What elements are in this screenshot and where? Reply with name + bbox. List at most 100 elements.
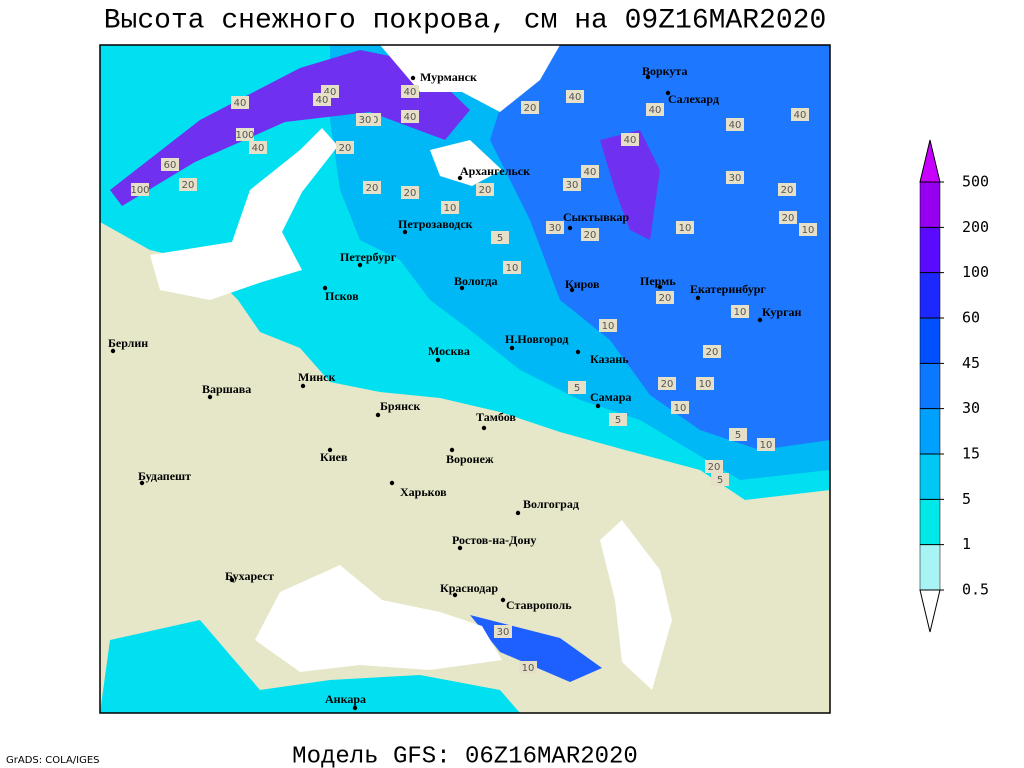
city-dot xyxy=(207,394,213,400)
contour-label: 10 xyxy=(679,223,692,234)
city-dot xyxy=(300,383,306,389)
contour-label-box xyxy=(401,85,419,98)
city-label: Будапешт xyxy=(138,469,191,483)
colorbar-label: 60 xyxy=(962,309,980,327)
contour-label: 40 xyxy=(252,143,265,154)
contour-label: 30 xyxy=(566,180,579,191)
colorbar-band xyxy=(919,363,941,409)
sea xyxy=(600,520,672,690)
city-dot xyxy=(509,345,515,351)
contour-label-box xyxy=(705,460,723,473)
city-dot xyxy=(327,447,333,453)
contour-label: 30 xyxy=(497,627,510,638)
city-dot xyxy=(657,284,663,290)
contour-label: 20 xyxy=(524,103,537,114)
contour-label: 10 xyxy=(674,403,687,414)
city-label: Волгоград xyxy=(523,497,579,511)
contour-label: 40 xyxy=(794,110,807,121)
contour-label-box xyxy=(729,428,747,441)
contour-label: 30 xyxy=(729,173,742,184)
contour-label: 40 xyxy=(234,98,247,109)
city-label: Мурманск xyxy=(420,70,477,84)
contour-label-box xyxy=(546,221,564,234)
contour-label: 20 xyxy=(708,462,721,473)
colorbar-band xyxy=(919,408,941,455)
contour-label: 40 xyxy=(649,105,662,116)
title: Высота снежного покрова, см на 09Z16MAR2… xyxy=(104,5,827,36)
city-label: Петрозаводск xyxy=(398,217,473,231)
contour-label-box xyxy=(581,228,599,241)
contour-label: 40 xyxy=(584,167,597,178)
colorbar-label: 15 xyxy=(962,445,980,463)
contour-label-box xyxy=(646,103,664,116)
contour-label-box xyxy=(726,171,744,184)
city-dot xyxy=(375,412,381,418)
city-dot xyxy=(139,480,145,486)
contour-label: 60 xyxy=(164,160,177,171)
contour-label-box xyxy=(491,231,509,244)
contour-label: 10 xyxy=(522,663,535,674)
snow-area xyxy=(600,130,660,240)
city-dot xyxy=(389,480,395,486)
city-dot xyxy=(435,357,441,363)
contour-label: 20 xyxy=(339,143,352,154)
contour-label-box xyxy=(799,223,817,236)
city-dot xyxy=(459,285,465,291)
city-dot xyxy=(515,510,521,516)
sea xyxy=(380,45,560,112)
contour-label-box xyxy=(711,473,729,486)
city-label: Киев xyxy=(320,450,348,464)
contour-label-box xyxy=(599,319,617,332)
city-label: Харьков xyxy=(400,485,447,499)
city-label: Пермь xyxy=(640,274,676,288)
contour-label: 40 xyxy=(316,95,329,106)
contour-label-box xyxy=(249,141,267,154)
contour-label: 40 xyxy=(569,92,582,103)
city-dot xyxy=(410,75,416,81)
colorbar-band xyxy=(919,317,941,364)
city-label: Псков xyxy=(325,289,359,303)
city-dot xyxy=(569,287,575,293)
colorbar-over xyxy=(919,139,941,183)
city-dot xyxy=(229,577,235,583)
contour-label: 10 xyxy=(760,440,773,451)
contour-label-box xyxy=(757,438,775,451)
city-dot xyxy=(481,425,487,431)
contour-label: 40 xyxy=(404,87,417,98)
contour-label: 40 xyxy=(404,112,417,123)
contour-label-box xyxy=(521,101,539,114)
contour-label: 5 xyxy=(735,430,741,441)
colorbar-band xyxy=(919,544,941,591)
contour-label: 20 xyxy=(584,230,597,241)
contour-label-box xyxy=(671,401,689,414)
contour-label-box xyxy=(568,381,586,394)
contour-label: 100 xyxy=(235,130,254,141)
contour-label: 20 xyxy=(366,183,379,194)
city-label: Ростов-на-Дону xyxy=(452,533,536,547)
contour-label-box xyxy=(696,377,714,390)
contour-label: 20 xyxy=(781,185,794,196)
city-label: Краснодар xyxy=(440,581,498,595)
contour-label-box xyxy=(401,186,419,199)
city-dot xyxy=(457,175,463,181)
map xyxy=(99,44,831,714)
colorbar-label: 200 xyxy=(962,218,989,236)
city-label: Архангельск xyxy=(460,164,530,178)
contour-label-box xyxy=(179,178,197,191)
colorbar-band xyxy=(919,453,941,500)
city-label: Курган xyxy=(762,305,802,319)
city-label: Вологда xyxy=(454,274,498,288)
city-label: Сыктывкар xyxy=(563,210,629,224)
contour-label-box xyxy=(566,90,584,103)
city-label: Екатеринбург xyxy=(690,282,766,296)
contour-label-box xyxy=(161,158,179,171)
map-frame xyxy=(99,44,831,714)
city-dot xyxy=(322,285,328,291)
contour-label: 40 xyxy=(624,135,637,146)
contour-label-box xyxy=(676,221,694,234)
city-dot xyxy=(110,348,116,354)
contour-label: 20 xyxy=(479,185,492,196)
colorbar-band xyxy=(919,499,941,545)
contour-label: 20 xyxy=(404,188,417,199)
